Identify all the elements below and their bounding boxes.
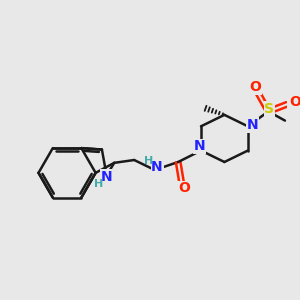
Text: S: S xyxy=(264,102,274,116)
Text: N: N xyxy=(151,160,163,174)
Text: H: H xyxy=(144,156,154,166)
Text: N: N xyxy=(101,170,112,184)
Text: O: O xyxy=(289,95,300,109)
Text: N: N xyxy=(247,118,259,132)
Text: O: O xyxy=(249,80,261,94)
Text: H: H xyxy=(94,178,103,189)
Text: N: N xyxy=(194,139,206,153)
Text: O: O xyxy=(178,181,190,195)
